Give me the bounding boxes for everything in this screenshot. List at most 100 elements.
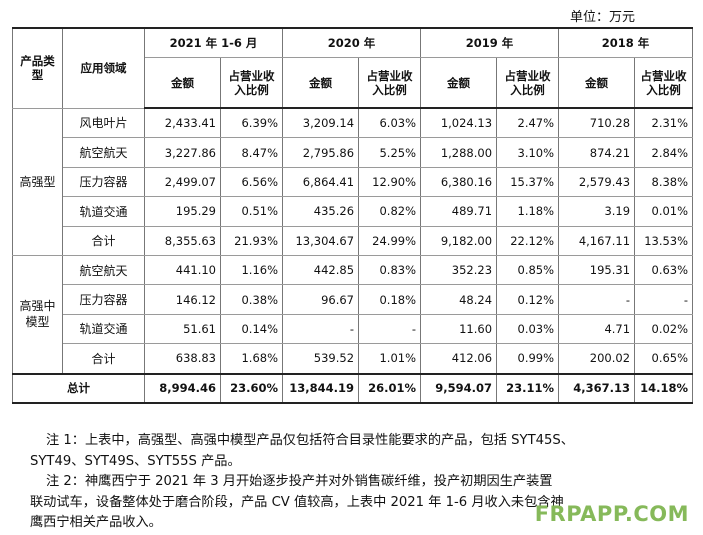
table-row: 航空航天 3,227.86 8.47% 2,795.86 5.25% 1,288… [13, 137, 694, 168]
amount-cell: 441.10 [144, 254, 221, 286]
ratio-cell: - [634, 284, 694, 315]
ratio-cell: 0.18% [358, 284, 422, 315]
note-line: 注 1：上表中，高强型、高强中模型产品仅包括符合目录性能要求的产品，包括 SYT… [46, 433, 574, 448]
ratio-cell: 1.68% [219, 343, 284, 375]
table-row: 高强型 风电叶片 2,433.41 6.39% 3,209.14 6.03% 1… [12, 107, 694, 256]
notes: 注 1：上表中，高强型、高强中模型产品仅包括符合目录性能要求的产品，包括 SYT… [30, 431, 680, 534]
ratio-cell: 3.10% [496, 137, 560, 168]
application-cell: 轨道交通 [62, 313, 145, 345]
header-amount: 金额 [282, 57, 360, 109]
amount-cell: 6,380.16 [420, 166, 498, 198]
table-row: 压力容器 146.12 0.38% 96.67 0.18% 48.24 0.12… [13, 284, 694, 315]
amount-cell: 710.28 [558, 107, 636, 139]
amount-cell: 2,795.86 [282, 137, 360, 168]
header-amount: 金额 [144, 57, 221, 109]
application-cell: 合计 [62, 343, 145, 375]
note-line: 联动试车，设备整体处于磨合阶段，产品 CV 值较高，上表中 2021 年 1-6… [30, 494, 564, 510]
ratio-cell: 22.12% [496, 225, 560, 256]
amount-cell: 195.29 [144, 196, 221, 227]
ratio-cell: 0.03% [496, 313, 560, 345]
amount-cell: - [282, 313, 360, 345]
total-ratio-cell: 26.01% [358, 372, 422, 404]
header-period: 2021 年 1-6 月 [143, 27, 284, 58]
total-ratio-cell: 23.60% [219, 372, 284, 404]
ratio-cell: 24.99% [358, 225, 422, 256]
application-cell: 压力容器 [62, 166, 145, 198]
amount-cell: 3,227.86 [144, 137, 221, 168]
watermark: FRPAPP.COM [534, 502, 689, 526]
note-line: SYT49、SYT49S、SYT55S 产品。 [30, 453, 241, 469]
amount-cell: 9,182.00 [420, 225, 498, 256]
amount-cell: 1,288.00 [420, 137, 498, 168]
ratio-cell: 6.03% [358, 107, 422, 139]
amount-cell: 489.71 [420, 196, 498, 227]
amount-cell: 412.06 [420, 343, 498, 375]
application-cell: 轨道交通 [62, 196, 145, 227]
amount-cell: 638.83 [144, 343, 221, 375]
amount-cell: 4,167.11 [558, 225, 636, 256]
total-amount-cell: 8,994.46 [144, 372, 221, 404]
amount-cell: 8,355.63 [144, 225, 221, 256]
ratio-cell: 0.38% [219, 284, 284, 315]
table-row: 轨道交通 51.61 0.14% - - 11.60 0.03% 4.71 0.… [13, 313, 694, 345]
ratio-cell: 2.84% [634, 137, 694, 168]
amount-cell: 13,304.67 [282, 225, 360, 256]
amount-cell: 4.71 [558, 313, 636, 345]
total-row: 总计 8,994.46 23.60% 13,844.19 26.01% 9,59… [12, 372, 694, 404]
note-line: 注 2：神鹰西宁于 2021 年 3 月开始逐步投产并对外销售碳纤维，投产初期因… [46, 474, 553, 489]
unit-label: 单位：万元 [569, 10, 635, 25]
amount-cell: 2,499.07 [144, 166, 221, 198]
header-period: 2019 年 [420, 27, 560, 58]
ratio-cell: 0.14% [219, 313, 284, 345]
application-cell: 航空航天 [62, 137, 145, 168]
ratio-cell: 0.99% [496, 343, 560, 375]
header-application: 应用领域 [62, 27, 145, 109]
amount-cell: 539.52 [282, 343, 360, 375]
header-ratio: 占营业收入比例 [634, 57, 694, 109]
header-ratio: 占营业收入比例 [496, 57, 560, 109]
table-row: 轨道交通 195.29 0.51% 435.26 0.82% 489.71 1.… [13, 196, 694, 227]
header-period: 2020 年 [282, 27, 422, 58]
ratio-cell: 0.83% [358, 254, 422, 286]
ratio-cell: 0.01% [634, 196, 694, 227]
ratio-cell: 2.47% [496, 107, 560, 139]
note-line: 鹰西宁相关产品收入。 [30, 515, 162, 530]
ratio-cell: 15.37% [496, 166, 560, 198]
amount-cell: 146.12 [144, 284, 221, 315]
amount-cell: 874.21 [558, 137, 636, 168]
ratio-cell: 8.38% [634, 166, 694, 198]
amount-cell: 51.61 [144, 313, 221, 345]
ratio-cell: 21.93% [219, 225, 284, 256]
amount-cell: 11.60 [420, 313, 498, 345]
table-row: 压力容器 2,499.07 6.56% 6,864.41 12.90% 6,38… [13, 166, 694, 198]
ratio-cell: 6.39% [219, 107, 284, 139]
application-cell: 合计 [62, 225, 145, 256]
ratio-cell: 0.02% [634, 313, 694, 345]
ratio-cell: 1.18% [496, 196, 560, 227]
application-cell: 航空航天 [62, 254, 145, 286]
total-ratio-cell: 23.11% [496, 372, 560, 404]
amount-cell: 2,433.41 [144, 107, 221, 139]
total-amount-cell: 9,594.07 [420, 372, 498, 404]
header-period: 2018 年 [558, 27, 694, 58]
ratio-cell: 0.85% [496, 254, 560, 286]
category-cell: 高强中模型 [12, 254, 63, 375]
amount-cell: 96.67 [282, 284, 360, 315]
amount-cell: 435.26 [282, 196, 360, 227]
amount-cell: - [558, 284, 636, 315]
ratio-cell: 0.82% [358, 196, 422, 227]
revenue-table: 产品类型 应用领域 2021 年 1-6 月 2020 年 2019 年 201… [12, 27, 694, 404]
header-amount: 金额 [420, 57, 498, 109]
header-category: 产品类型 [12, 27, 63, 109]
total-amount-cell: 13,844.19 [282, 372, 360, 404]
total-label: 总计 [12, 372, 145, 404]
ratio-cell: - [358, 313, 422, 345]
application-cell: 风电叶片 [62, 107, 145, 139]
ratio-cell: 12.90% [358, 166, 422, 198]
amount-cell: 442.85 [282, 254, 360, 286]
ratio-cell: 5.25% [358, 137, 422, 168]
amount-cell: 6,864.41 [282, 166, 360, 198]
ratio-cell: 13.53% [634, 225, 694, 256]
ratio-cell: 0.12% [496, 284, 560, 315]
amount-cell: 2,579.43 [558, 166, 636, 198]
